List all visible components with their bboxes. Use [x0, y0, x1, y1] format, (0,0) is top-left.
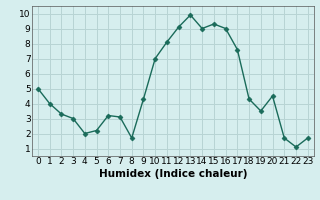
- X-axis label: Humidex (Indice chaleur): Humidex (Indice chaleur): [99, 169, 247, 179]
